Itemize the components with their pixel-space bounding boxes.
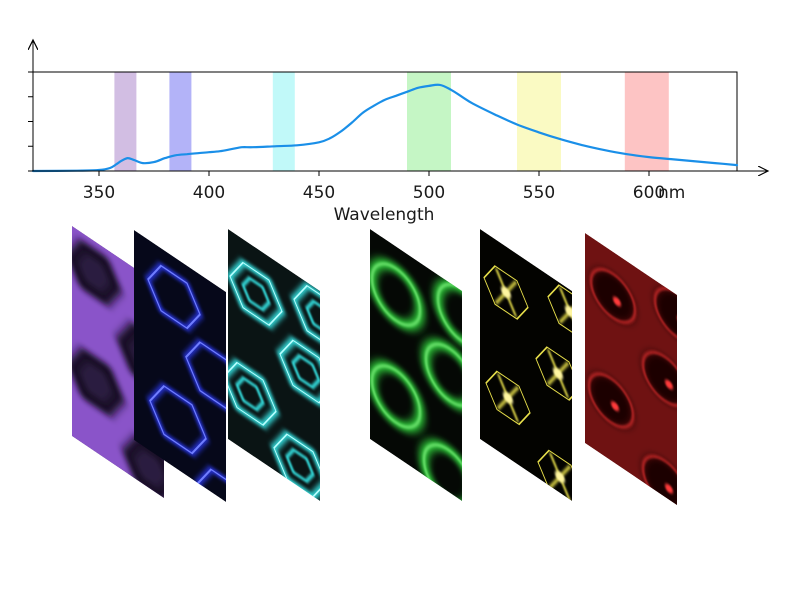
x-tick-label: 450 [303,183,335,203]
x-axis-ticks: 350 400 450 500 550 600 [83,171,665,203]
filter-band-0 [114,72,137,171]
blue-channel-image [134,230,226,502]
spectrum-plot: 350 400 450 500 550 600 nm Wavelength [28,40,768,225]
channel-image-stack [72,226,677,505]
yellow-channel-image [480,229,572,501]
x-axis-title: Wavelength [334,205,435,225]
x-tick-label: 400 [193,183,225,203]
x-tick-label: 600 [633,183,665,203]
y-axis-ticks [28,71,33,172]
filter-band-2 [272,72,295,171]
x-axis-unit: nm [658,183,685,203]
x-tick-label: 500 [413,183,445,203]
filter-band-1 [169,72,192,171]
green-channel-image [370,229,462,501]
x-tick-label: 350 [83,183,115,203]
filter-band-4 [517,72,561,171]
red-channel-image [585,233,677,505]
filter-bands [114,72,669,171]
x-tick-label: 550 [523,183,555,203]
cyan-channel-image [228,229,320,501]
spectrum-line [31,83,739,173]
